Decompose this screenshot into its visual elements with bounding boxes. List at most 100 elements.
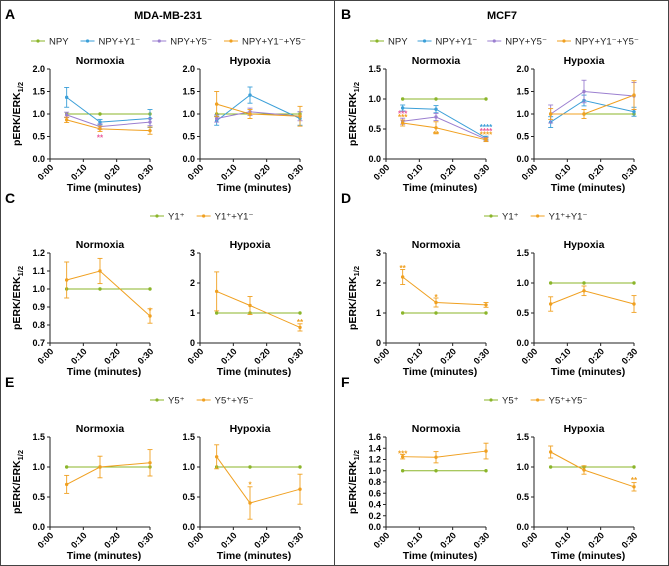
- data-point: [632, 465, 636, 469]
- panel-letter-A: A: [5, 6, 15, 22]
- data-point: [214, 116, 219, 121]
- y-tick-label: 0.2: [368, 511, 381, 521]
- y-tick-label: 1.0: [368, 466, 381, 476]
- data-point: [632, 110, 636, 114]
- y-tick-label: 2.0: [516, 64, 529, 74]
- chart-title: Normoxia: [76, 239, 125, 251]
- y-tick-label: 0.5: [516, 308, 529, 318]
- data-point: [214, 455, 219, 459]
- data-point: [400, 469, 405, 473]
- y-tick-label: 1.0: [32, 462, 45, 472]
- y-tick-label: 1.0: [32, 109, 45, 119]
- data-point: [434, 97, 438, 101]
- data-point: [400, 311, 405, 315]
- legend-E-normoxia: Y5⁺ Y5⁺+Y5⁻: [150, 396, 253, 407]
- significance-marker: ***: [398, 113, 408, 122]
- y-axis-label: pERK/ERK1/2: [11, 266, 25, 330]
- legend-marker: [562, 39, 566, 43]
- data-point: [548, 465, 553, 469]
- chart-title: Hypoxia: [564, 423, 605, 435]
- data-point: [64, 465, 69, 469]
- y-axis-label: pERK/ERK1/2: [347, 266, 361, 330]
- y-tick-label: 0.6: [368, 488, 381, 498]
- data-point: [582, 289, 586, 293]
- chart-title: Hypoxia: [230, 239, 271, 251]
- data-point: [64, 482, 69, 487]
- data-point: [64, 278, 69, 282]
- data-point: [548, 302, 553, 306]
- data-point: [582, 281, 586, 285]
- y-tick-label: 1.0: [516, 109, 529, 119]
- data-point: [214, 289, 219, 294]
- x-axis-label: Time (minutes): [403, 366, 477, 378]
- data-point: [400, 121, 405, 125]
- y-tick-label: 0.0: [182, 522, 195, 532]
- legend-marker: [202, 214, 206, 218]
- y-tick-label: 0.0: [32, 522, 45, 532]
- data-point: [434, 300, 438, 305]
- chart-title: Normoxia: [412, 239, 461, 251]
- y-tick-label: 0.4: [368, 500, 381, 510]
- series-Y1-Y1-: [400, 269, 489, 308]
- y-tick-label: 1.4: [368, 443, 381, 453]
- data-point: [64, 113, 69, 117]
- series-Y5-Y5-: [548, 445, 637, 492]
- data-point: [484, 97, 488, 101]
- series-NPY-Y1-Y5-: [64, 116, 153, 135]
- x-axis-label: Time (minutes): [217, 182, 291, 194]
- data-point: [64, 118, 69, 122]
- y-tick-label: 1: [190, 308, 195, 318]
- series-Y1-: [548, 281, 636, 285]
- series-NPY-Y1-Y5-: [214, 91, 303, 127]
- y-tick-label: 0.0: [182, 154, 195, 164]
- legend-label: Y5⁺: [168, 396, 185, 407]
- series-Y5-Y5-: [64, 449, 153, 494]
- data-point: [484, 303, 488, 307]
- y-tick-label: 0.5: [516, 132, 529, 142]
- legend-marker: [229, 39, 233, 43]
- y-axis-label: pERK/ERK1/2: [347, 450, 361, 514]
- legend-marker: [422, 39, 427, 43]
- y-tick-label: 1.5: [32, 432, 45, 442]
- data-point: [98, 112, 102, 116]
- series-NPY: [400, 97, 488, 101]
- y-tick-label: 1.2: [32, 248, 45, 258]
- x-axis-label: Time (minutes): [67, 550, 141, 562]
- x-axis-label: Time (minutes): [403, 182, 477, 194]
- data-point: [298, 487, 302, 491]
- data-point: [582, 112, 586, 116]
- significance-marker: ****: [480, 127, 493, 136]
- y-tick-label: 2.0: [182, 64, 195, 74]
- data-point: [214, 311, 219, 315]
- y-tick-label: 0.0: [32, 154, 45, 164]
- legend-label: NPY+Y1⁻+Y5⁻: [575, 37, 639, 48]
- y-tick-label: 2: [190, 278, 195, 288]
- data-point: [248, 303, 252, 308]
- y-tick-label: 0.7: [32, 338, 45, 348]
- y-axis-label: pERK/ERK1/2: [11, 450, 25, 514]
- data-point: [248, 93, 252, 97]
- data-point: [400, 454, 405, 459]
- data-point: [298, 465, 302, 469]
- x-axis-label: Time (minutes): [551, 366, 625, 378]
- data-point: [64, 95, 69, 100]
- series-Y1-Y1-: [214, 271, 303, 332]
- legend-label: Y1⁺+Y1⁻: [215, 212, 254, 223]
- data-point: [632, 93, 636, 97]
- x-axis-label: Time (minutes): [551, 550, 625, 562]
- legend-marker: [155, 398, 159, 402]
- data-point: [400, 106, 405, 110]
- data-point: [632, 281, 636, 285]
- y-tick-label: 0: [190, 338, 195, 348]
- y-tick-label: 0.5: [32, 132, 45, 142]
- legend-marker: [536, 398, 540, 402]
- panel-letter-C: C: [5, 190, 15, 206]
- y-tick-label: 0.0: [368, 154, 381, 164]
- y-tick-label: 1.5: [32, 87, 45, 97]
- legend-label: Y5⁺+Y5⁻: [549, 396, 588, 407]
- data-point: [582, 468, 586, 472]
- series-Y1-Y1-: [548, 285, 637, 313]
- y-tick-label: 1.5: [182, 87, 195, 97]
